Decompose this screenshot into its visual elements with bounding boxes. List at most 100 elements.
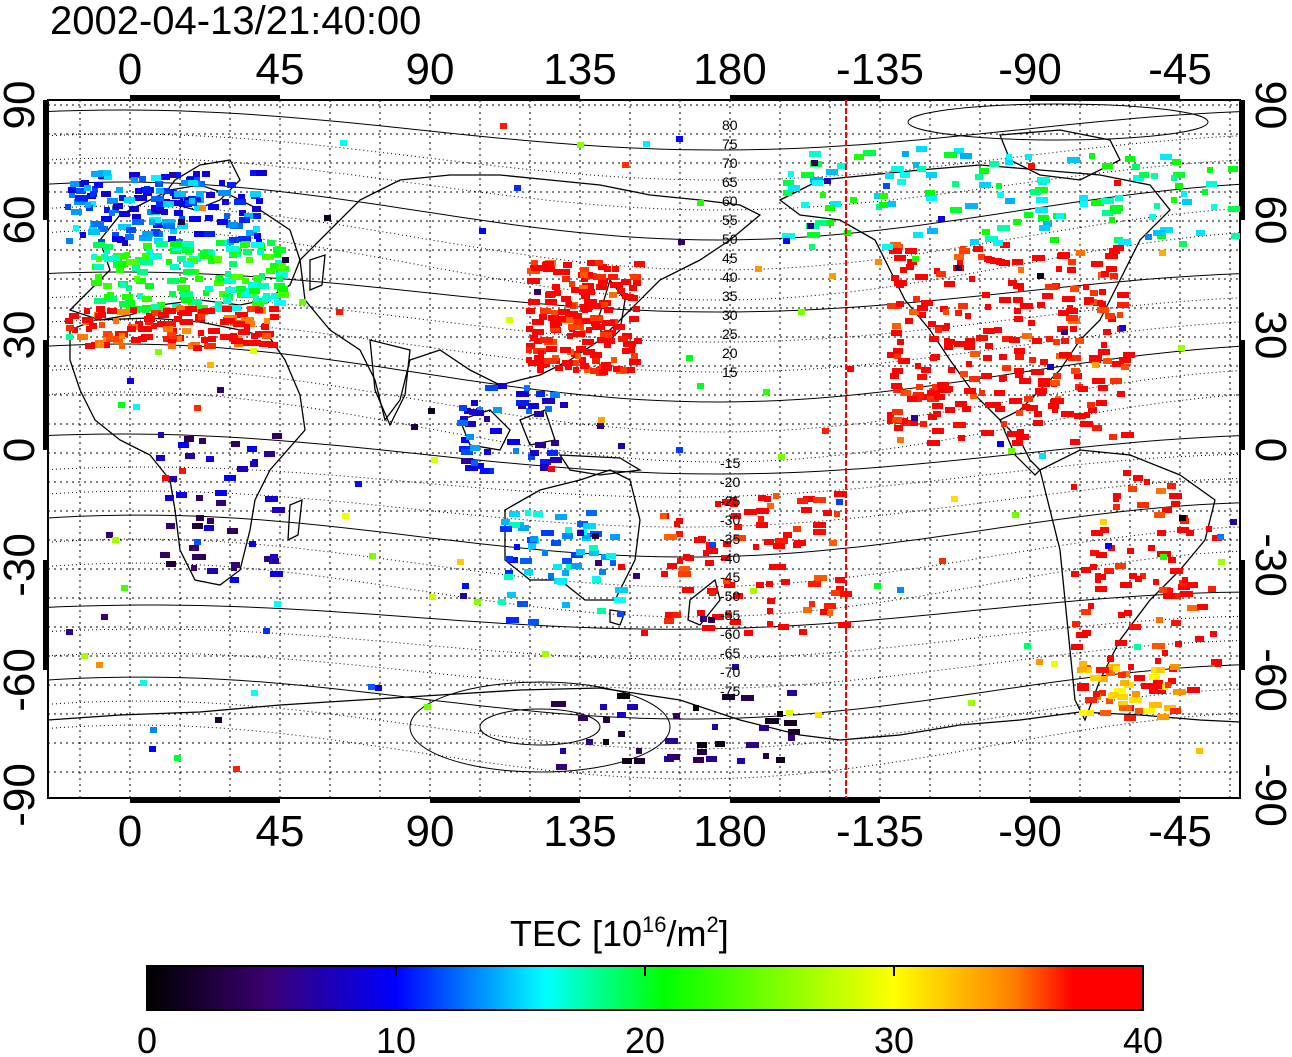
tec-cell (1159, 250, 1166, 256)
tec-cell (597, 337, 605, 343)
tec-cell (178, 219, 185, 225)
tec-cell (891, 275, 899, 281)
tec-cell (156, 455, 165, 461)
tec-cell (411, 424, 418, 430)
tec-cell (68, 187, 76, 193)
tec-cell (139, 235, 152, 241)
tec-cell (1071, 571, 1079, 577)
tec-cell (185, 306, 197, 312)
tec-cell (944, 152, 957, 158)
tec-cell (1071, 484, 1077, 490)
tec-cell (969, 376, 980, 382)
tec-cell (215, 717, 222, 723)
tec-cell (586, 289, 595, 295)
tec-cell (490, 428, 502, 434)
tec-cell (844, 230, 851, 236)
top-tick-label: 135 (543, 45, 616, 94)
tec-cell (118, 402, 125, 408)
tec-cell (947, 339, 955, 345)
tec-cell (241, 241, 250, 247)
tec-cell (1014, 348, 1025, 354)
tec-cell (199, 438, 206, 444)
tec-cell (1087, 710, 1094, 716)
tec-cell (610, 560, 616, 566)
tec-cell (758, 516, 764, 522)
tec-cell (1095, 573, 1101, 579)
tec-cell (667, 754, 680, 760)
tec-cell (65, 318, 73, 324)
tec-region-new-zealand (661, 491, 852, 636)
tec-cell (781, 579, 790, 585)
tec-cell (241, 291, 252, 297)
tec-cell (1182, 577, 1188, 583)
tec-cell (1103, 358, 1112, 364)
tec-cell (723, 541, 731, 547)
tec-cell (579, 357, 586, 363)
tec-cell (168, 200, 181, 206)
tec-cell (1121, 364, 1129, 370)
tec-cell (788, 729, 800, 735)
tec-cell (216, 240, 224, 246)
tec-cell (1156, 488, 1166, 494)
tec-cell (1119, 325, 1126, 331)
tec-cell (239, 217, 250, 223)
tec-cell (270, 263, 280, 269)
tec-cell (582, 533, 590, 539)
tec-cell (722, 694, 735, 700)
tec-cell (208, 328, 220, 334)
tec-cell (836, 499, 843, 505)
tec-cell (194, 539, 201, 545)
tec-cell (744, 509, 757, 515)
tec-cell (530, 450, 539, 456)
tec-cell (1039, 225, 1050, 231)
tec-cell (938, 387, 951, 393)
tec-cell (561, 317, 574, 323)
tec-cell (1081, 609, 1091, 615)
tec-cell (149, 746, 156, 752)
tec-cell (1096, 552, 1107, 558)
tec-cell (375, 685, 382, 691)
tec-cell (600, 704, 607, 710)
tec-cell (784, 720, 797, 726)
tec-cell (1178, 345, 1185, 351)
tec-cell (571, 287, 579, 293)
tec-cell (756, 582, 764, 588)
tec-cell (1071, 644, 1083, 650)
tec-cell (1025, 154, 1032, 160)
tec-cell (192, 523, 203, 529)
tec-cell (1187, 605, 1199, 611)
tec-cell (578, 715, 588, 721)
tec-cell (176, 306, 186, 312)
tec-cell (985, 304, 991, 310)
tec-cell (916, 396, 922, 402)
tec-cell (995, 406, 1005, 412)
tec-cell (921, 300, 933, 306)
tec-cell (921, 367, 931, 373)
tec-cell (1197, 604, 1208, 610)
tec-cell (208, 336, 216, 342)
contour-label: -55 (720, 607, 740, 623)
tec-cell (170, 264, 179, 270)
tec-cell (526, 343, 535, 349)
tec-cell (562, 570, 569, 576)
tec-cell (460, 593, 467, 599)
tec-cell (548, 315, 559, 321)
tec-cell (546, 291, 556, 297)
tec-cell (997, 225, 1010, 231)
tec-cell (1068, 355, 1081, 361)
bottom-tick-label: 0 (118, 807, 142, 856)
top-tick-label: -45 (1148, 45, 1212, 94)
top-tick-label: 90 (406, 45, 455, 94)
tec-cell (958, 435, 965, 441)
tec-cell (1089, 355, 1102, 361)
tec-cell (251, 242, 264, 248)
tec-cell (1084, 412, 1090, 418)
tec-cell (196, 191, 204, 197)
tec-cell (721, 555, 730, 561)
tec-cell (565, 364, 572, 370)
tec-cell (534, 289, 541, 295)
tec-cell (66, 334, 73, 340)
tec-cell (231, 441, 240, 447)
tec-cell (198, 309, 205, 315)
tec-cell (893, 387, 903, 393)
